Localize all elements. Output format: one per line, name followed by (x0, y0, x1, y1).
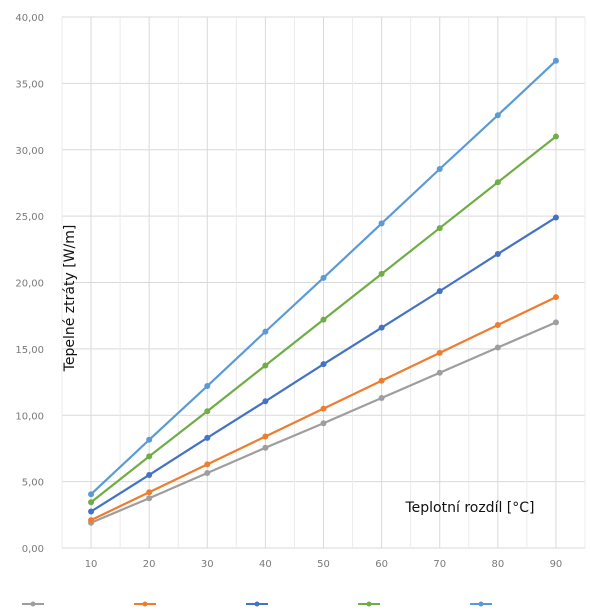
x-tick-label: 30 (201, 559, 214, 570)
series-5 (88, 57, 559, 498)
axes: 0,00 5,00 10,00 15,00 20,00 25,00 30,00 35,00 40… (15, 13, 562, 570)
data-point (436, 349, 443, 356)
data-point (204, 434, 211, 441)
data-point (320, 405, 327, 412)
data-point (378, 324, 385, 331)
data-point (262, 398, 269, 405)
data-point (378, 220, 385, 227)
data-point (146, 495, 153, 502)
data-point (262, 328, 269, 335)
x-tick-label: 90 (550, 559, 563, 570)
y-tick-label: 30,00 (15, 146, 44, 157)
x-axis-title: Teplotní rozdíl [°C] (404, 500, 534, 516)
series-3 (88, 214, 559, 515)
data-point (494, 250, 501, 257)
data-point (262, 362, 269, 369)
x-tick-label: 40 (259, 559, 272, 570)
data-point (320, 420, 327, 427)
data-point (204, 469, 211, 476)
data-point (88, 499, 95, 506)
x-tick-label: 50 (317, 559, 330, 570)
data-point (378, 377, 385, 384)
series-lines (88, 57, 559, 526)
data-point (552, 319, 559, 326)
grid (61, 16, 586, 549)
data-point (262, 433, 269, 440)
data-point (320, 361, 327, 368)
data-point (204, 383, 211, 390)
data-point (88, 491, 95, 498)
data-point (436, 369, 443, 376)
legend (22, 601, 492, 607)
data-point (320, 316, 327, 323)
data-point (494, 321, 501, 328)
data-point (494, 112, 501, 119)
axis-labels: Tepelné ztráty [W/m] Teplotní rozdíl [°C… (62, 225, 535, 516)
x-tick-label: 10 (85, 559, 98, 570)
data-point (552, 294, 559, 301)
data-point (262, 444, 269, 451)
y-tick-label: 5,00 (22, 478, 44, 489)
data-point (436, 225, 443, 232)
y-tick-label: 20,00 (15, 279, 44, 290)
y-tick-label: 10,00 (15, 411, 44, 422)
data-point (204, 408, 211, 415)
data-point (146, 471, 153, 478)
data-point (436, 165, 443, 172)
series-1 (88, 319, 559, 526)
legend-item (358, 601, 380, 607)
legend-item (134, 601, 156, 607)
series-4 (88, 133, 559, 506)
data-point (146, 489, 153, 496)
legend-marker (366, 601, 372, 607)
data-point (146, 453, 153, 460)
legend-item (22, 601, 44, 607)
legend-marker (142, 601, 148, 607)
data-point (378, 394, 385, 401)
x-tick-label: 20 (143, 559, 156, 570)
series-2 (88, 294, 559, 524)
data-point (146, 436, 153, 443)
data-point (378, 270, 385, 277)
data-point (204, 461, 211, 468)
data-point (552, 214, 559, 221)
data-point (88, 508, 95, 515)
legend-item (470, 601, 492, 607)
y-tick-label: 40,00 (15, 13, 44, 24)
data-point (320, 274, 327, 281)
x-tick-label: 60 (375, 559, 388, 570)
y-tick-label: 15,00 (15, 345, 44, 356)
x-tick-label: 80 (491, 559, 504, 570)
legend-marker (30, 601, 36, 607)
data-point (88, 517, 95, 524)
data-point (494, 344, 501, 351)
data-point (436, 288, 443, 295)
y-tick-label: 35,00 (15, 79, 44, 90)
x-tick-label: 70 (433, 559, 446, 570)
y-tick-label: 0,00 (22, 544, 44, 555)
data-point (552, 57, 559, 64)
y-tick-label: 25,00 (15, 212, 44, 223)
y-axis-title: Tepelné ztráty [W/m] (62, 225, 78, 373)
data-point (494, 179, 501, 186)
data-point (552, 133, 559, 140)
legend-marker (254, 601, 260, 607)
legend-marker (478, 601, 484, 607)
legend-item (246, 601, 268, 607)
